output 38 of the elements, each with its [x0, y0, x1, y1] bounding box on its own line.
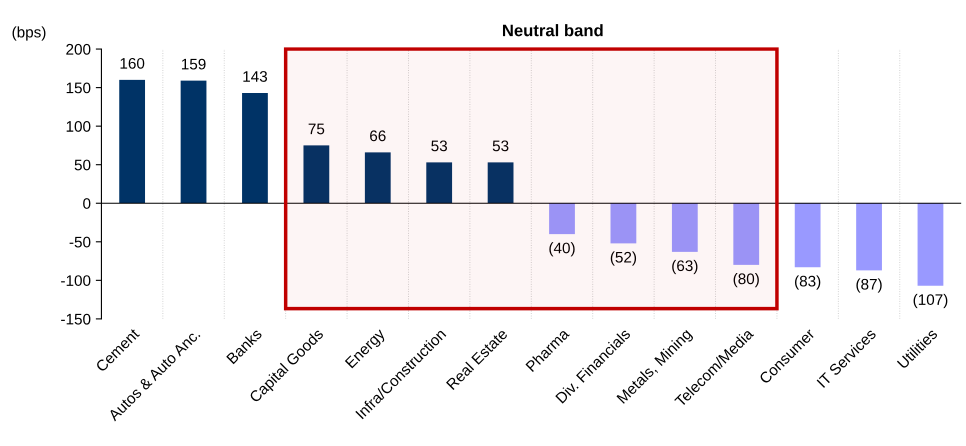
data-label: (52)	[610, 251, 636, 266]
data-label: (40)	[549, 242, 575, 256]
y-tick-label: 100	[66, 121, 90, 132]
bar	[180, 80, 206, 204]
y-axis-title: (bps)	[12, 26, 46, 41]
data-label: (83)	[795, 275, 820, 290]
bar	[549, 203, 575, 234]
data-label: 143	[243, 71, 268, 82]
y-tick-label: 50	[74, 160, 90, 170]
bar	[733, 203, 760, 265]
y-tick-label: -100	[61, 275, 90, 286]
data-label: 75	[308, 124, 324, 134]
bar	[426, 162, 452, 204]
y-tick-label: 150	[66, 82, 90, 94]
bar	[119, 80, 146, 204]
data-label: (87)	[856, 278, 882, 293]
bar	[610, 203, 636, 244]
data-label: 159	[182, 58, 206, 70]
bar	[856, 203, 882, 270]
y-tick-label: 0	[83, 198, 90, 209]
data-label: 160	[120, 58, 144, 69]
y-tick-label: -50	[70, 236, 90, 248]
band-label: Neutral band	[502, 24, 603, 36]
y-tick-label: 200	[66, 44, 90, 55]
bar	[303, 145, 330, 204]
y-tick-label: -150	[61, 314, 90, 325]
bar	[242, 93, 268, 204]
bar	[794, 203, 821, 268]
data-label: 53	[431, 140, 448, 152]
data-label: (63)	[672, 260, 698, 274]
bar	[364, 152, 391, 204]
bar	[918, 203, 944, 286]
bar	[488, 162, 514, 204]
data-label: 66	[370, 130, 386, 142]
bar	[672, 203, 698, 252]
data-label: 53	[492, 140, 508, 152]
data-label: (107)	[914, 294, 948, 308]
data-label: (80)	[734, 273, 759, 288]
